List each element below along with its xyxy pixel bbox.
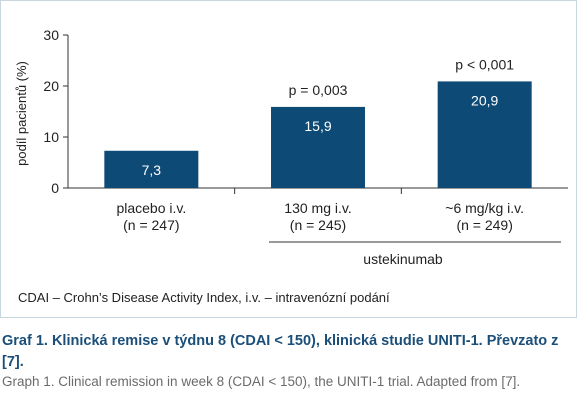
- x-tick-label-n: (n = 249): [456, 217, 512, 233]
- x-tick-label-n: (n = 245): [290, 217, 346, 233]
- y-tick-label: 30: [43, 27, 59, 43]
- bar: [104, 150, 199, 188]
- p-value-label: p < 0,001: [455, 56, 514, 72]
- x-tick-label: ~6 mg/kg i.v.: [445, 200, 524, 216]
- y-axis-label: podíl pacientů (%): [14, 61, 29, 166]
- bar-value-label: 7,3: [142, 162, 162, 178]
- bar: [437, 81, 532, 188]
- y-tick-label: 0: [51, 180, 59, 196]
- bar: [271, 106, 365, 188]
- figure-box: 0 10 20 30 podíl pacientů (%) 7,3 placebo i.v.…: [0, 0, 577, 318]
- x-tick-label-n: (n = 247): [123, 217, 179, 233]
- y-tick-label: 20: [43, 78, 59, 94]
- x-tick-label: 130 mg i.v.: [284, 200, 351, 216]
- y-tick-label: 10: [43, 129, 59, 145]
- bar-value-label: 15,9: [304, 118, 331, 134]
- bar-value-label: 20,9: [471, 92, 498, 108]
- bar-chart: 0 10 20 30 podíl pacientů (%) 7,3 placebo i.v.…: [14, 27, 568, 267]
- footnote: CDAI – Crohn’s Disease Activity Index, i…: [18, 290, 390, 305]
- group-label: ustekinumab: [363, 251, 443, 267]
- p-value-label: p = 0,003: [289, 82, 348, 98]
- caption-title: Graf 1. Klinická remise v týdnu 8 (CDAI …: [2, 333, 559, 370]
- x-tick-label: placebo i.v.: [116, 200, 186, 216]
- caption-english: Graph 1. Clinical remission in week 8 (C…: [2, 374, 521, 389]
